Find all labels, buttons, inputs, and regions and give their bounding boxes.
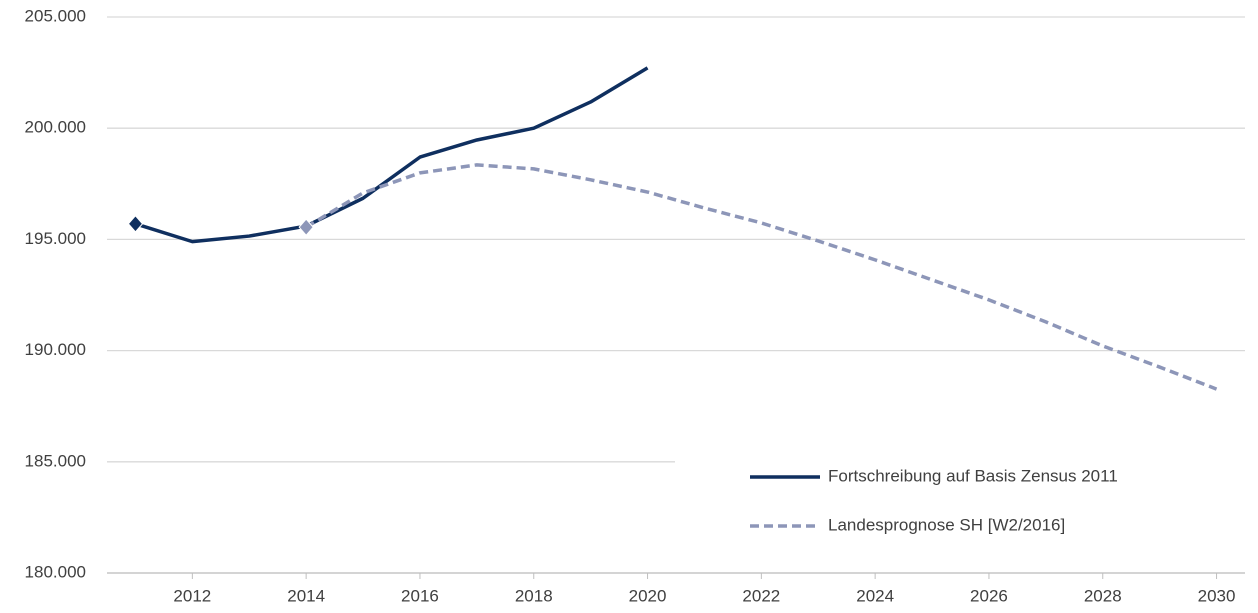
y-tick-label: 205.000 (25, 6, 86, 25)
x-tick-label: 2016 (401, 586, 439, 605)
x-tick-label: 2020 (629, 586, 667, 605)
series-line (305, 163, 1218, 391)
y-tick-label: 190.000 (25, 340, 86, 359)
point-marker (127, 215, 144, 233)
series-line (134, 66, 649, 244)
legend: Fortschreibung auf Basis Zensus 2011 Land… (675, 457, 1248, 572)
point-marker (298, 218, 314, 236)
x-tick-label: 2018 (515, 586, 553, 605)
legend-label: Landesprognose SH [W2/2016] (828, 515, 1065, 534)
x-tick-label: 2026 (970, 586, 1008, 605)
x-tick-label: 2022 (742, 586, 780, 605)
y-tick-label: 180.000 (25, 562, 86, 581)
legend-label: Fortschreibung auf Basis Zensus 2011 (828, 466, 1118, 485)
y-tick-label: 200.000 (25, 118, 86, 137)
x-tick-label: 2014 (287, 586, 325, 605)
x-tick-label: 2012 (173, 586, 211, 605)
y-tick-label: 195.000 (25, 229, 86, 248)
x-tick-label: 2024 (856, 586, 894, 605)
x-tick-label: 2028 (1084, 586, 1122, 605)
x-tick-label: 2030 (1198, 586, 1236, 605)
y-tick-label: 185.000 (25, 451, 86, 470)
